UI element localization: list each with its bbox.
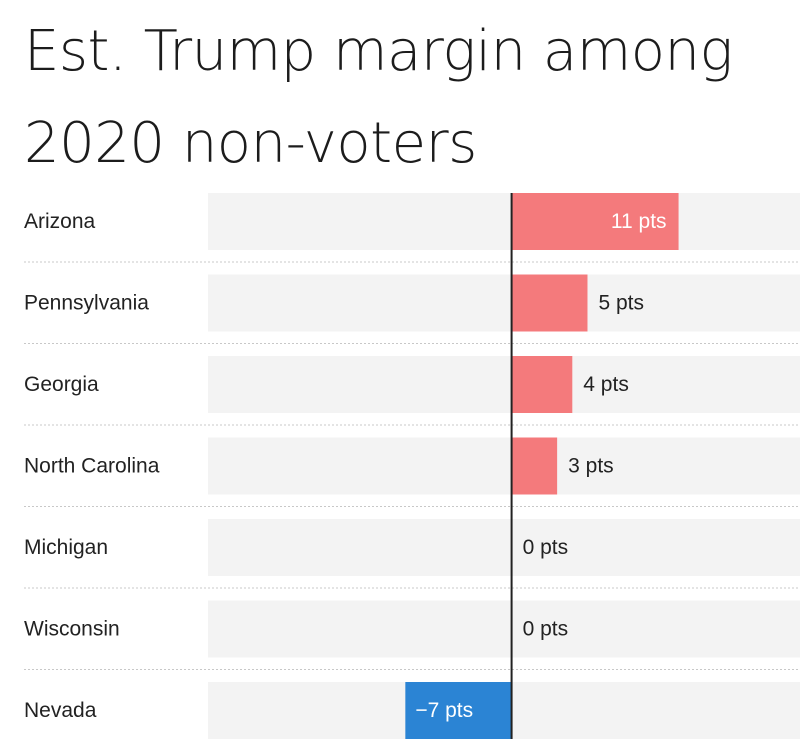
row-label-michigan: Michigan (24, 536, 108, 559)
row-labels: Arizona Pennsylvania Georgia North Carolina… (24, 210, 160, 722)
row-track-michigan (208, 519, 800, 576)
row-label-north-carolina: North Carolina (24, 455, 160, 478)
chart-title: Est. Trump margin among 2020 non-voters (24, 19, 733, 176)
row-track-arizona (208, 193, 800, 250)
value-label-michigan: 0 pts (523, 536, 569, 559)
row-track-north-carolina (208, 437, 800, 495)
bar-nevada (405, 682, 512, 739)
value-labels: 11 pts 5 pts 4 pts 3 pts 0 pts 0 pts −7 pts (415, 210, 666, 722)
row-tracks (208, 193, 800, 739)
row-label-georgia: Georgia (24, 373, 99, 396)
value-label-nevada: −7 pts (415, 699, 473, 722)
value-label-north-carolina: 3 pts (568, 455, 614, 478)
bars (405, 193, 679, 739)
row-track-georgia (208, 356, 800, 413)
value-label-georgia: 4 pts (583, 373, 629, 396)
row-label-pennsylvania: Pennsylvania (24, 292, 149, 315)
bar-georgia (511, 356, 573, 413)
value-label-wisconsin: 0 pts (523, 618, 569, 641)
value-label-pennsylvania: 5 pts (598, 292, 644, 315)
row-label-wisconsin: Wisconsin (24, 618, 120, 641)
row-label-arizona: Arizona (24, 210, 96, 233)
value-label-arizona: 11 pts (611, 210, 667, 233)
bar-arizona (511, 193, 679, 250)
row-track-pennsylvania (208, 274, 800, 332)
row-label-nevada: Nevada (24, 699, 97, 722)
bar-pennsylvania (511, 274, 588, 332)
row-track-wisconsin (208, 600, 800, 658)
row-separators (24, 261, 800, 670)
bar-north-carolina (511, 437, 558, 495)
